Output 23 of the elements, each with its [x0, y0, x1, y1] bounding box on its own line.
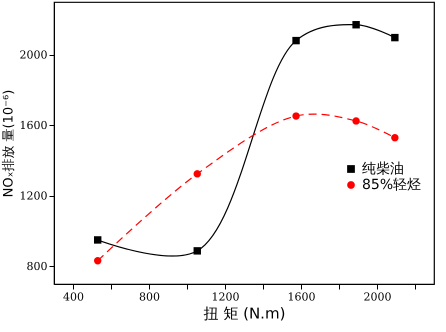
legend-label: 纯柴油 — [362, 161, 404, 177]
point — [352, 21, 360, 28]
y-axis-title: NOₓ排放 量(10⁻⁶) — [2, 90, 17, 198]
x-tick-label: 1200 — [212, 290, 240, 304]
legend-label: 85%轻烃 — [362, 177, 422, 193]
x-tick-label: 2000 — [364, 290, 392, 304]
x-axis-title: 扭 矩 (N.m) — [204, 304, 286, 322]
point — [292, 112, 300, 120]
point — [391, 34, 399, 42]
point — [391, 134, 399, 142]
y-tick-label: 1600 — [20, 118, 48, 132]
point — [194, 247, 201, 255]
point — [352, 117, 360, 125]
y-tick-label: 1200 — [20, 189, 48, 202]
point — [194, 170, 201, 178]
point — [292, 36, 300, 44]
point — [94, 236, 102, 244]
y-tick-label: 2000 — [20, 48, 48, 62]
y-tick-label: 800 — [26, 260, 48, 273]
x-tick-label: 1600 — [288, 290, 316, 304]
x-tick-label: 800 — [139, 290, 160, 304]
x-tick-label: 400 — [63, 290, 84, 304]
point — [94, 257, 102, 264]
